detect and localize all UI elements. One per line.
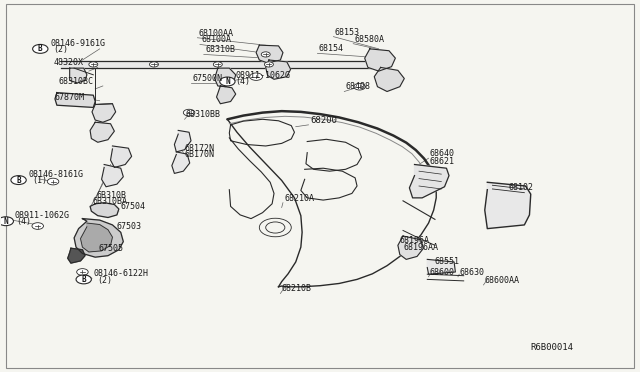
Text: B: B (38, 44, 43, 53)
Circle shape (150, 62, 159, 67)
Polygon shape (410, 164, 449, 198)
Text: 68551: 68551 (435, 257, 460, 266)
Circle shape (220, 77, 235, 86)
Circle shape (213, 62, 222, 67)
Text: 68630: 68630 (460, 268, 484, 277)
Polygon shape (374, 67, 404, 92)
Circle shape (89, 62, 98, 67)
Polygon shape (55, 93, 95, 108)
Text: 68310B: 68310B (205, 45, 235, 54)
Text: 08146-9161G: 08146-9161G (51, 39, 106, 48)
Circle shape (250, 73, 262, 80)
Text: 68200: 68200 (310, 116, 337, 125)
Polygon shape (102, 164, 124, 187)
Circle shape (500, 204, 516, 213)
Polygon shape (398, 236, 424, 259)
Circle shape (0, 217, 13, 226)
Text: 67870M: 67870M (55, 93, 85, 102)
Text: 68621: 68621 (430, 157, 455, 166)
Circle shape (261, 52, 270, 57)
Polygon shape (174, 131, 191, 152)
Circle shape (32, 223, 44, 230)
Text: 68172N: 68172N (184, 144, 214, 153)
Polygon shape (256, 45, 283, 63)
Circle shape (33, 44, 48, 53)
Text: 68154: 68154 (319, 44, 344, 53)
Text: 6B170N: 6B170N (184, 150, 214, 159)
Text: (1): (1) (32, 176, 47, 185)
Polygon shape (172, 152, 189, 173)
Text: 68100AA: 68100AA (198, 29, 234, 38)
Text: 08911-1062G: 08911-1062G (236, 71, 291, 80)
Text: (2): (2) (54, 45, 68, 54)
Polygon shape (484, 182, 531, 229)
Polygon shape (81, 223, 113, 252)
Text: 68196AA: 68196AA (403, 243, 438, 252)
Text: 68600AA: 68600AA (484, 276, 520, 285)
Text: 68210B: 68210B (282, 285, 312, 294)
Polygon shape (92, 104, 116, 122)
Text: 67500N: 67500N (192, 74, 222, 83)
Circle shape (183, 109, 195, 116)
Polygon shape (365, 49, 396, 71)
Text: R6B00014: R6B00014 (531, 343, 573, 352)
Text: 68310BB: 68310BB (186, 110, 221, 119)
Polygon shape (428, 259, 456, 274)
Text: 68640: 68640 (430, 149, 455, 158)
Circle shape (354, 83, 365, 90)
Text: 48320X: 48320X (54, 58, 84, 67)
Text: (4): (4) (236, 77, 251, 86)
Circle shape (77, 269, 88, 275)
Text: (2): (2) (97, 276, 112, 285)
Polygon shape (68, 248, 85, 263)
Polygon shape (74, 219, 124, 257)
Text: 68196A: 68196A (399, 236, 429, 245)
Text: 68153: 68153 (335, 28, 360, 37)
Circle shape (264, 62, 273, 67)
Polygon shape (266, 60, 291, 79)
Text: 08911-1062G: 08911-1062G (14, 211, 69, 220)
Text: (4): (4) (17, 217, 31, 226)
Text: 08146-8161G: 08146-8161G (29, 170, 84, 179)
Text: 6B310BA: 6B310BA (92, 198, 127, 206)
Text: 68498: 68498 (346, 83, 371, 92)
Text: B: B (16, 176, 21, 185)
Polygon shape (111, 146, 132, 167)
Text: 67504: 67504 (121, 202, 146, 211)
Text: N: N (225, 77, 230, 86)
Text: N: N (3, 217, 8, 226)
Text: 68310BC: 68310BC (58, 77, 93, 86)
Text: 68600: 68600 (430, 268, 455, 277)
Text: B: B (81, 275, 86, 284)
Circle shape (76, 275, 92, 284)
Circle shape (11, 176, 26, 185)
Text: 67503: 67503 (117, 222, 142, 231)
Polygon shape (90, 203, 119, 218)
Polygon shape (90, 122, 115, 142)
Text: 68580A: 68580A (355, 35, 385, 44)
Text: 67505: 67505 (99, 244, 124, 253)
Polygon shape (216, 86, 236, 104)
Text: 08146-6122H: 08146-6122H (94, 269, 149, 278)
Polygon shape (214, 68, 236, 87)
Polygon shape (70, 68, 87, 83)
Text: 68102: 68102 (508, 183, 533, 192)
Text: 68100A: 68100A (202, 35, 232, 44)
Text: 6B310B: 6B310B (97, 191, 127, 200)
Circle shape (47, 178, 59, 185)
Text: 68210A: 68210A (284, 194, 314, 203)
